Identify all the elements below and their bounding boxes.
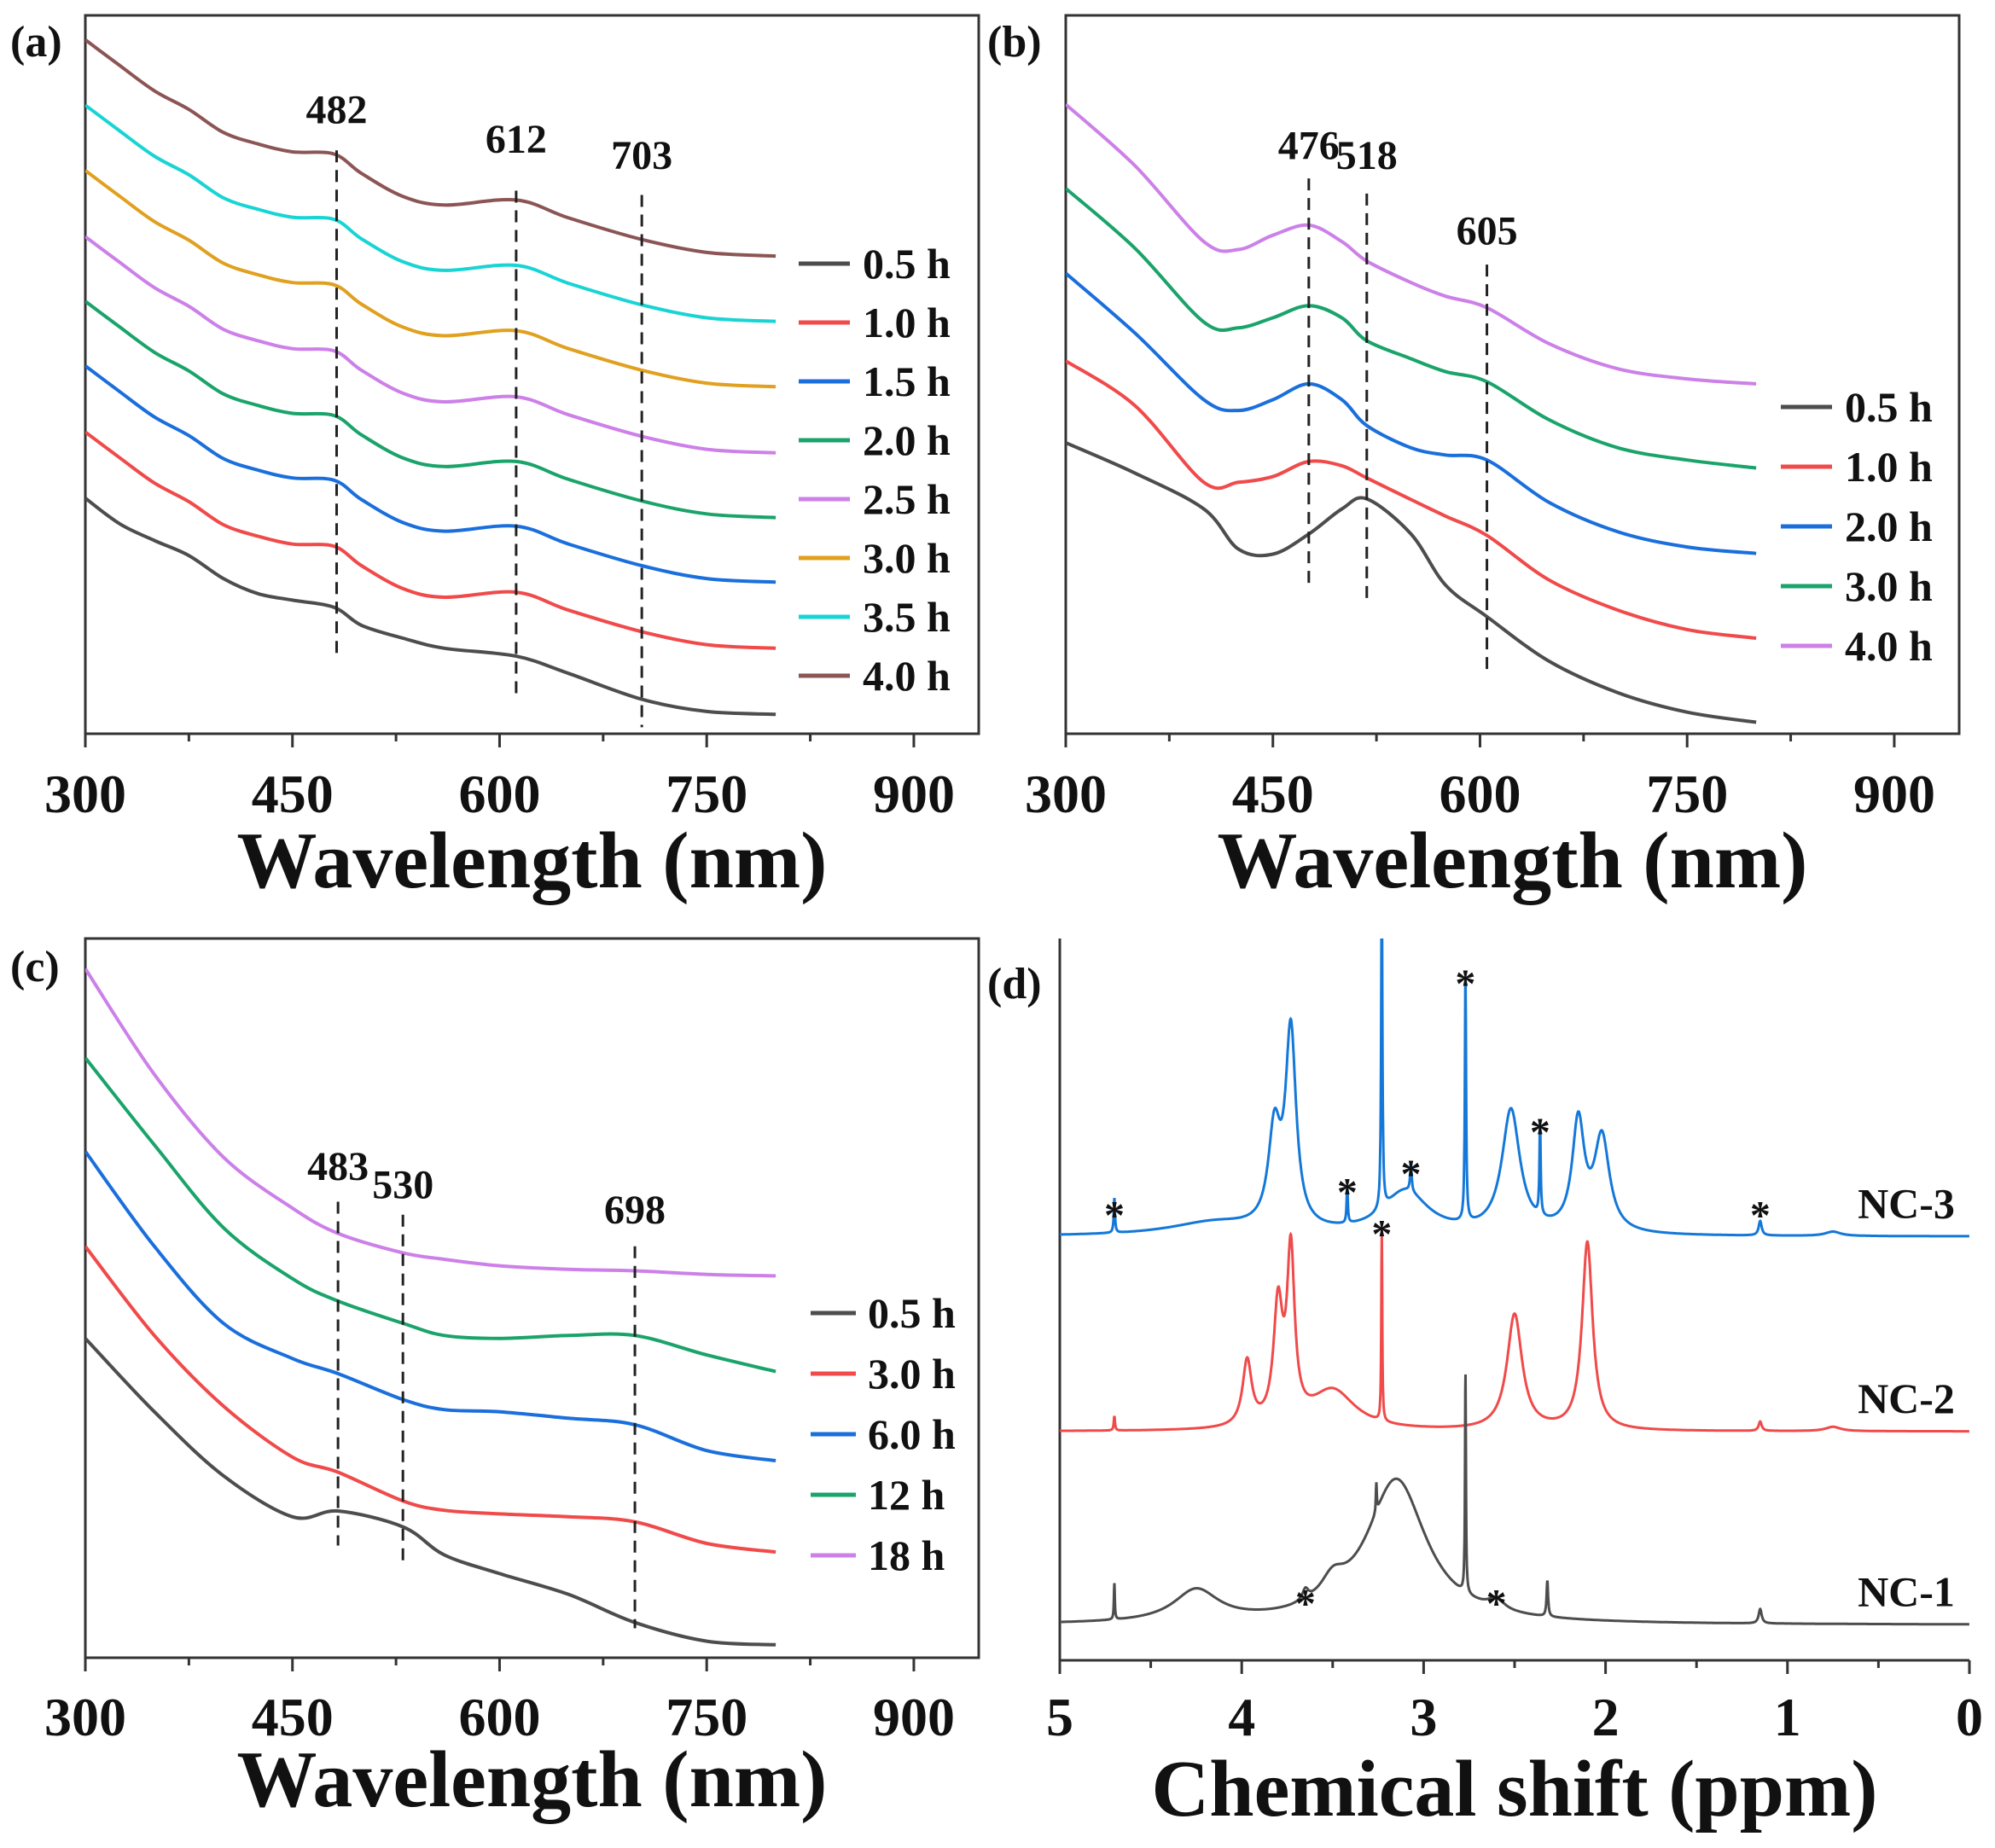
legend-label: 4.0 h <box>1845 622 1933 670</box>
series-line-3.0h <box>85 1245 776 1555</box>
panel-label: (c) <box>10 943 60 991</box>
x-tick-label: 450 <box>252 764 334 824</box>
annotation-label: 530 <box>372 1162 433 1207</box>
impurity-star-marker: * <box>1295 1582 1316 1627</box>
series-line-2.0h <box>1066 271 1757 555</box>
legend-label: 3.5 h <box>863 593 951 641</box>
impurity-star-marker: * <box>1486 1582 1507 1627</box>
legend-label: 3.0 h <box>863 534 951 582</box>
legend-label: 3.0 h <box>1845 562 1933 610</box>
impurity-star-marker: * <box>1530 1110 1550 1155</box>
x-tick-label: 1 <box>1774 1687 1801 1747</box>
spectrum-label: NC-2 <box>1858 1374 1955 1422</box>
series-line-0.5h <box>85 1337 776 1647</box>
panel-label: (a) <box>10 18 62 67</box>
legend-label: 2.0 h <box>1845 503 1933 550</box>
annotation-label: 518 <box>1336 133 1398 178</box>
axes-frame <box>84 937 980 1659</box>
series-line-1.5h <box>85 364 776 584</box>
annotation-label: 482 <box>306 87 368 132</box>
x-tick-label: 450 <box>1232 764 1314 824</box>
x-tick-label: 300 <box>1025 764 1107 824</box>
x-tick-label: 3 <box>1410 1687 1437 1747</box>
x-tick-label: 4 <box>1228 1687 1255 1747</box>
impurity-star-marker: * <box>1455 962 1475 1007</box>
impurity-star-marker: * <box>1337 1170 1358 1215</box>
legend-label: 18 h <box>868 1531 945 1579</box>
panel-a: 300 450 600 750 900 Wavelength (nm) (a) 0.5 h 1.… <box>10 14 980 905</box>
x-tick-label: 0 <box>1956 1687 1983 1747</box>
x-tick-label: 900 <box>1853 764 1935 824</box>
x-axis-title: Wavelength (nm) <box>1218 816 1808 905</box>
x-tick-label: 900 <box>873 1687 955 1747</box>
legend-label: 12 h <box>868 1471 945 1519</box>
series-line-18h <box>85 968 776 1278</box>
series-line-6.0h <box>85 1150 776 1462</box>
x-tick-label: 2 <box>1592 1687 1620 1747</box>
x-tick-label: 750 <box>666 1687 747 1747</box>
series-line-3.0h <box>85 169 776 389</box>
series-line-1.0h <box>85 430 776 650</box>
series-line-2.0h <box>85 299 776 520</box>
legend-label: 4.0 h <box>863 652 951 700</box>
annotation-label: 612 <box>486 117 547 162</box>
axes-frame <box>84 14 980 735</box>
series-line-2.5h <box>85 235 776 455</box>
spectrum-label: NC-1 <box>1858 1568 1955 1616</box>
annotation-label: 483 <box>307 1144 369 1189</box>
series-line-12h <box>85 1056 776 1374</box>
series-line-0.5h <box>85 497 776 717</box>
x-tick-label: 300 <box>44 764 126 824</box>
panel-b: 300 450 600 750 900 Wavelength (nm) (b) 0.5 h 1.… <box>987 14 1961 905</box>
x-tick-label: 600 <box>458 1687 540 1747</box>
annotation-label: 605 <box>1457 209 1518 254</box>
legend-label: 6.0 h <box>868 1410 956 1458</box>
panel-c: 300 450 600 750 900 Wavelength (nm) (c) 0.5 h 3.… <box>10 937 980 1824</box>
impurity-star-marker: * <box>1371 1212 1392 1257</box>
panel-label: (b) <box>987 18 1042 67</box>
legend-label: 0.5 h <box>868 1289 956 1337</box>
series-line-3.0h <box>1066 187 1757 470</box>
series-line-4.0h <box>85 38 776 259</box>
x-axis-title: Wavelength (nm) <box>237 1735 828 1824</box>
x-tick-label: 450 <box>252 1687 334 1747</box>
legend-label: 1.0 h <box>1845 443 1933 491</box>
impurity-star-marker: * <box>1104 1193 1125 1238</box>
x-axis-title: Wavelength (nm) <box>237 816 828 905</box>
legend-label: 1.0 h <box>863 299 951 346</box>
series-line-4.0h <box>1066 102 1757 386</box>
impurity-star-marker: * <box>1750 1193 1771 1238</box>
x-tick-label: 900 <box>873 764 955 824</box>
nmr-spectrum-NC-3 <box>1060 939 1969 1238</box>
legend-label: 1.5 h <box>863 357 951 405</box>
nmr-spectrum-NC-1 <box>1060 1374 1969 1626</box>
annotation-label: 698 <box>604 1188 666 1233</box>
x-tick-label: 600 <box>458 764 540 824</box>
legend-label: 2.5 h <box>863 475 951 523</box>
legend-label: 0.5 h <box>1845 383 1933 431</box>
series-line-1.0h <box>1066 359 1757 640</box>
x-tick-label: 750 <box>666 764 747 824</box>
annotation-label: 703 <box>611 133 672 178</box>
series-line-0.5h <box>1066 441 1757 724</box>
x-axis-title: Chemical shift (ppm) <box>1151 1745 1877 1833</box>
axes-frame <box>1064 14 1961 735</box>
x-tick-label: 300 <box>44 1687 126 1747</box>
nmr-spectrum-NC-2 <box>1060 1229 1969 1433</box>
annotation-label: 476 <box>1278 123 1340 168</box>
series-line-3.5h <box>85 103 776 323</box>
legend-label: 2.0 h <box>863 416 951 464</box>
legend-label: 3.0 h <box>868 1350 956 1398</box>
x-tick-label: 600 <box>1439 764 1521 824</box>
legend-label: 0.5 h <box>863 240 951 288</box>
impurity-star-marker: * <box>1400 1152 1421 1197</box>
spectrum-label: NC-3 <box>1858 1179 1955 1227</box>
panel-label: (d) <box>987 960 1042 1008</box>
x-tick-label: 5 <box>1046 1687 1073 1747</box>
x-tick-label: 750 <box>1646 764 1728 824</box>
